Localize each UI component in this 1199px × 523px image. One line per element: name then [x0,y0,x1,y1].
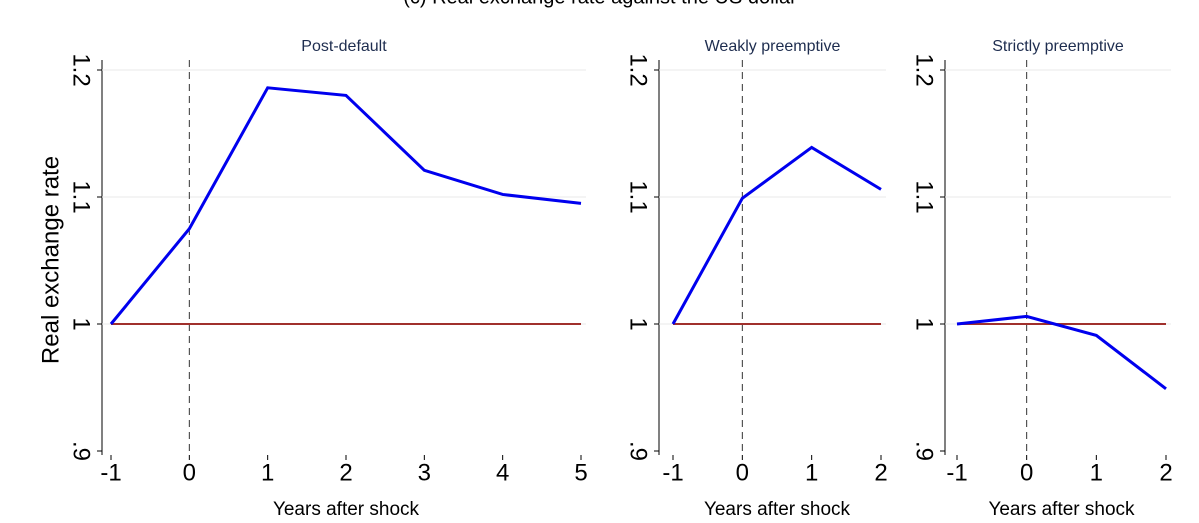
x-tick-label: 0 [1020,459,1033,486]
x-tick-label: 0 [736,459,749,486]
x-tick-label: 2 [874,459,887,486]
x-tick-label: -1 [946,459,967,486]
panel-title: Weakly preemptive [705,38,841,55]
series-line [109,86,582,325]
y-tick-label: .9 [625,441,652,461]
x-tick-label: 4 [496,459,509,486]
y-tick-label: .9 [911,441,938,461]
series-line [956,314,1167,390]
panel-title: Post-default [301,38,387,55]
x-axis-label: Years after shock [273,499,420,520]
y-tick-label: 1.2 [911,53,938,86]
x-tick-label: 1 [261,459,274,486]
series-line [671,145,882,325]
x-tick-label: 3 [418,459,431,486]
x-axis-label: Years after shock [988,499,1135,520]
x-tick-label: 0 [183,459,196,486]
x-tick-label: 2 [339,459,352,486]
x-tick-label: 1 [805,459,818,486]
y-tick-label: .9 [68,441,95,461]
y-tick-label: 1 [68,317,95,330]
panel-title: Strictly preemptive [992,38,1124,55]
y-tick-label: 1.1 [625,180,652,213]
x-axis-label: Years after shock [704,499,851,520]
y-tick-label: 1.2 [68,53,95,86]
x-tick-label: -1 [662,459,683,486]
x-tick-label: 2 [1159,459,1172,486]
x-tick-label: 5 [574,459,587,486]
y-tick-label: 1.2 [625,53,652,86]
y-tick-label: 1 [911,317,938,330]
y-axis-label: Real exchange rate [37,156,64,364]
figure-title: (c) Real exchange rate against the US do… [403,0,797,8]
x-tick-label: 1 [1090,459,1103,486]
x-tick-label: -1 [100,459,121,486]
y-tick-label: 1 [625,317,652,330]
y-tick-label: 1.1 [911,180,938,213]
y-tick-label: 1.1 [68,180,95,213]
